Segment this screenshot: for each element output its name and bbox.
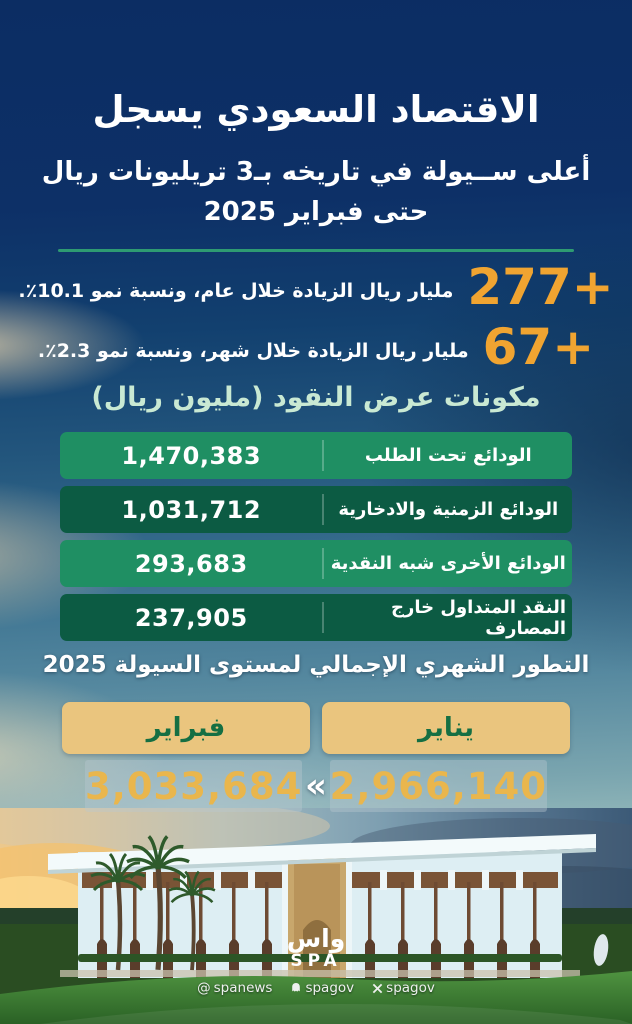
row-value: 237,905: [134, 603, 248, 632]
february-value: 3,033,684: [85, 760, 303, 812]
yearly-increase-value: 277+: [467, 258, 614, 316]
table-row: الودائع الأخرى شبه النقدية 293,683: [60, 540, 572, 587]
table-row: الودائع تحت الطلب 1,470,383: [60, 432, 572, 479]
left-double-chevron-icon: «: [305, 766, 327, 806]
money-supply-table: الودائع تحت الطلب 1,470,383 الودائع الزم…: [60, 432, 572, 648]
money-supply-title: مكونات عرض النقود (مليون ريال): [91, 382, 541, 413]
page-subtitle: أعلى ســيولة في تاريخه بـ3 تريليونات ريا…: [0, 152, 632, 233]
row-value: 293,683: [134, 549, 248, 578]
at-icon: @: [197, 980, 211, 996]
row-label: الودائع تحت الطلب: [364, 445, 532, 466]
row-label: الودائع الزمنية والادخارية: [338, 499, 559, 520]
monthly-increase-label: مليار ريال الزيادة خلال شهر، ونسبة نمو 2…: [37, 340, 469, 362]
row-divider: [322, 494, 325, 525]
snapchat-handle: spagov: [290, 980, 354, 996]
month-values-row: 2,966,140 « 3,033,684: [85, 760, 547, 812]
row-divider: [322, 440, 325, 471]
monthly-increase-value: 67+: [482, 318, 595, 376]
page-title: الاقتصاد السعودي يسجل: [92, 88, 540, 131]
subtitle-line1: أعلى ســيولة في تاريخه بـ3 تريليونات ريا…: [41, 157, 591, 187]
row-label: الودائع الأخرى شبه النقدية: [330, 553, 566, 574]
january-value: 2,966,140: [329, 760, 547, 812]
spa-logo-latin: SPA: [290, 951, 342, 971]
month-header-row: يناير فبراير: [62, 702, 570, 754]
monthly-increase-stat: 67+ مليار ريال الزيادة خلال شهر، ونسبة ن…: [0, 322, 632, 372]
yearly-increase-label: مليار ريال الزيادة خلال عام، ونسبة نمو 1…: [18, 280, 454, 302]
table-row: الودائع الزمنية والادخارية 1,031,712: [60, 486, 572, 533]
month-january: يناير: [322, 702, 570, 754]
sama-building-photo: [0, 808, 632, 1024]
table-row: النقد المتداول خارج المصارف 237,905: [60, 594, 572, 641]
row-label: النقد المتداول خارج المصارف: [391, 596, 566, 639]
monthly-development-title: التطور الشهري الإجمالي لمستوى السيولة 20…: [42, 652, 590, 678]
spa-logo-arabic: واس: [286, 924, 346, 953]
twitter-legacy-handle: @ spanews: [197, 980, 273, 996]
social-handles: @ spanews spagov spagov: [0, 980, 632, 996]
yearly-increase-stat: 277+ مليار ريال الزيادة خلال عام، ونسبة …: [0, 262, 632, 312]
spa-logo: واس SPA: [0, 926, 632, 970]
month-february: فبراير: [62, 702, 310, 754]
row-divider: [322, 548, 325, 579]
x-icon: [372, 983, 383, 993]
row-value: 1,031,712: [121, 495, 262, 524]
row-value: 1,470,383: [121, 441, 262, 470]
row-divider: [322, 602, 325, 633]
x-handle: spagov: [372, 980, 435, 996]
green-divider-line: [58, 249, 574, 252]
subtitle-line2: حتى فبراير 2025: [203, 197, 429, 228]
snapchat-icon: [292, 983, 301, 992]
